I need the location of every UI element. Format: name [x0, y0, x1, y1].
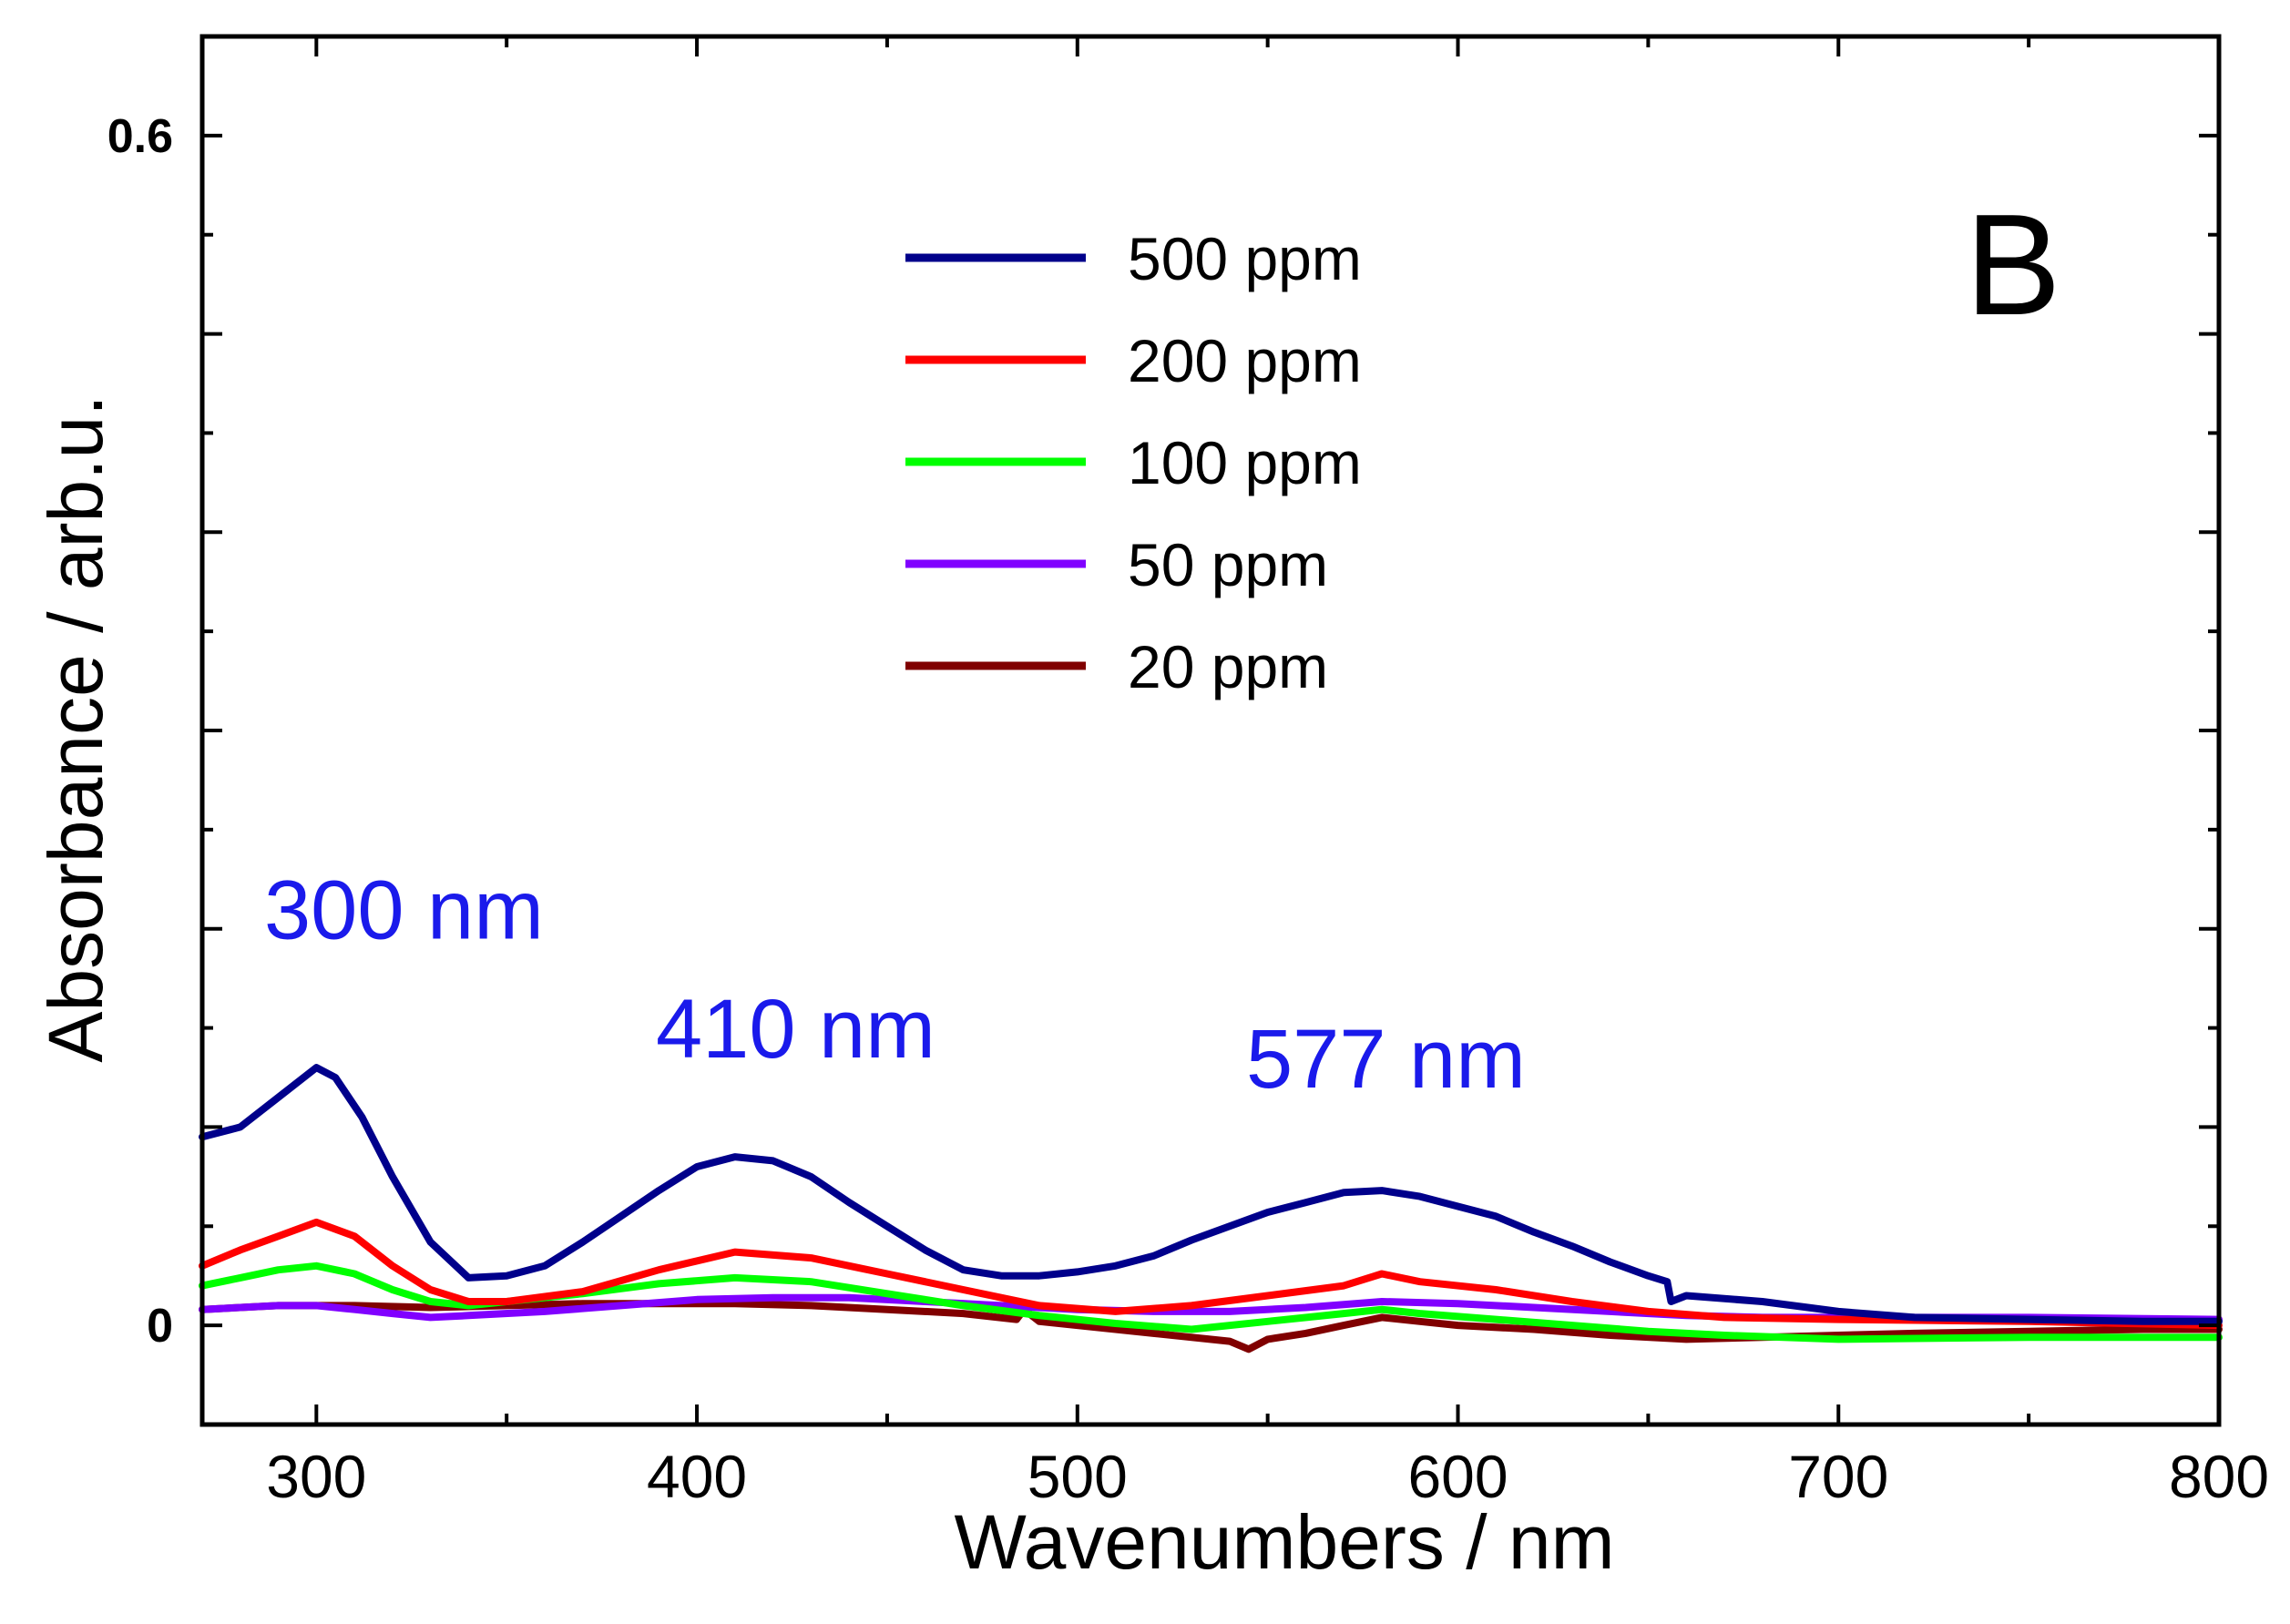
legend: 500 ppm 200 ppm 100 ppm 50 ppm 20 ppm [905, 225, 1362, 700]
legend-label: 200 ppm [1128, 327, 1362, 394]
x-tick-label: 700 [1788, 1443, 1888, 1510]
y-tick-label: 0 [147, 1300, 173, 1353]
panel-label: B [1965, 185, 2060, 345]
x-axis-title: Wavenumbers / nm [954, 1499, 1614, 1585]
peak-annotation: 300 nm [264, 864, 544, 957]
x-tick-label: 800 [2169, 1443, 2269, 1510]
legend-label: 500 ppm [1128, 225, 1362, 292]
peak-annotation: 577 nm [1246, 1013, 1526, 1106]
peak-annotations: 300 nm 410 nm 577 nm [264, 864, 1526, 1106]
series-group [199, 1064, 2223, 1353]
legend-label: 50 ppm [1128, 531, 1328, 598]
y-tick-label: 0.6 [107, 110, 173, 163]
legend-label: 20 ppm [1128, 633, 1328, 700]
x-tick-label: 600 [1407, 1443, 1508, 1510]
plot-area [202, 36, 2219, 1425]
x-tick-label: 500 [1027, 1443, 1128, 1510]
series-line-200-ppm [199, 1218, 2223, 1330]
x-tick-label: 300 [266, 1443, 366, 1510]
y-axis-title: Absorbance / arb.u. [33, 394, 118, 1062]
legend-label: 100 ppm [1128, 429, 1362, 496]
series-line-100-ppm [199, 1261, 2223, 1343]
peak-annotation: 410 nm [656, 983, 935, 1076]
series-line-500-ppm [199, 1064, 2223, 1325]
x-tick-label: 400 [647, 1443, 747, 1510]
ticks-group [202, 36, 2221, 1425]
tick-labels-group: 300 400 500 600 700 800 0 0.6 [107, 110, 2269, 1510]
